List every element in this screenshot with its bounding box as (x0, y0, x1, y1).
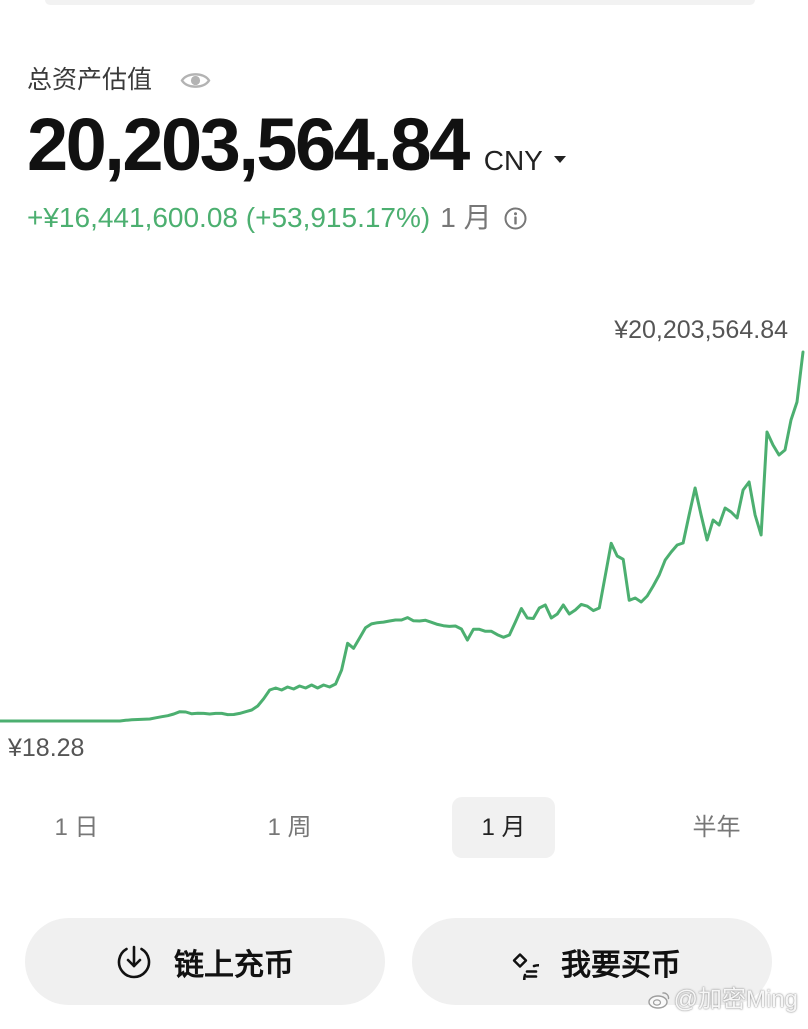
weibo-icon (647, 991, 670, 1009)
watermark-text: @加密Ming (673, 986, 798, 1013)
change-row: +¥16,441,600.08 (+53,915.17%) 1 月 (27, 201, 527, 235)
balance-row: 20,203,564.84 CNY (27, 108, 566, 182)
buy-crypto-label: 我要买币 (561, 948, 681, 982)
buy-crypto-button[interactable]: 我要买币 (412, 918, 772, 1005)
profit-change: +¥16,441,600.08 (+53,915.17%) (27, 202, 431, 233)
currency-code: CNY (483, 145, 543, 176)
top-card-edge (45, 0, 755, 5)
change-period: 1 月 (440, 202, 492, 233)
caret-down-icon (553, 156, 566, 163)
tab-1-month[interactable]: 1 月 (452, 797, 555, 858)
deposit-onchain-label: 链上充币 (174, 948, 294, 982)
chart-min-label: ¥18.28 (8, 734, 85, 762)
balance-amount: 20,203,564.84 (27, 103, 470, 186)
portfolio-chart (0, 300, 808, 770)
eye-icon[interactable] (180, 70, 211, 91)
price-line (0, 350, 805, 723)
chart-max-label: ¥20,203,564.84 (614, 316, 788, 344)
currency-selector[interactable]: CNY (484, 147, 566, 175)
deposit-onchain-button[interactable]: 链上充币 (25, 918, 385, 1005)
info-icon[interactable] (504, 207, 527, 230)
watermark: @加密Ming (647, 985, 798, 1015)
tab-1-day[interactable]: 1 日 (54, 814, 99, 841)
download-circle-icon (116, 944, 152, 980)
total-assets-label: 总资产估值 (27, 66, 153, 94)
tab-1-week[interactable]: 1 周 (267, 814, 312, 841)
tab-half-year[interactable]: 半年 (692, 814, 741, 841)
buy-coin-icon (503, 944, 539, 980)
